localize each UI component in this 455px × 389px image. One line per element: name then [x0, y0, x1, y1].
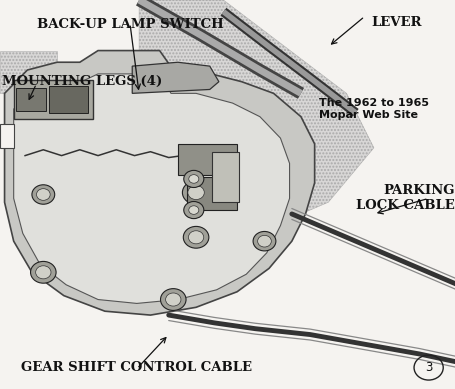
Circle shape — [160, 289, 186, 310]
Circle shape — [30, 261, 56, 283]
Text: PARKING
LOCK CABLE: PARKING LOCK CABLE — [355, 184, 454, 212]
Text: LEVER: LEVER — [371, 16, 421, 28]
Circle shape — [257, 235, 271, 247]
Circle shape — [35, 266, 51, 279]
Text: BACK-UP LAMP SWITCH: BACK-UP LAMP SWITCH — [36, 18, 223, 30]
Polygon shape — [139, 0, 373, 226]
Circle shape — [188, 175, 198, 183]
Bar — [16, 88, 46, 111]
Polygon shape — [5, 51, 314, 315]
Bar — [14, 80, 93, 119]
Circle shape — [187, 186, 204, 200]
Polygon shape — [0, 124, 14, 148]
Polygon shape — [14, 74, 289, 303]
Polygon shape — [0, 51, 57, 93]
Circle shape — [165, 293, 181, 306]
Circle shape — [183, 170, 203, 187]
Bar — [49, 86, 88, 113]
Circle shape — [32, 185, 55, 204]
Polygon shape — [132, 62, 218, 93]
Circle shape — [182, 181, 209, 204]
Circle shape — [183, 202, 203, 219]
Text: GEAR SHIFT CONTROL CABLE: GEAR SHIFT CONTROL CABLE — [21, 361, 252, 374]
Bar — [177, 144, 237, 175]
Circle shape — [188, 206, 198, 214]
Circle shape — [253, 231, 275, 251]
Circle shape — [36, 189, 50, 200]
Text: 3: 3 — [424, 361, 431, 374]
Circle shape — [183, 226, 208, 248]
Text: The 1962 to 1965
Mopar Web Site: The 1962 to 1965 Mopar Web Site — [318, 98, 428, 120]
Circle shape — [188, 231, 203, 244]
Bar — [187, 177, 237, 210]
Bar — [212, 152, 239, 202]
Text: MOUNTING LEGS (4): MOUNTING LEGS (4) — [2, 75, 162, 88]
